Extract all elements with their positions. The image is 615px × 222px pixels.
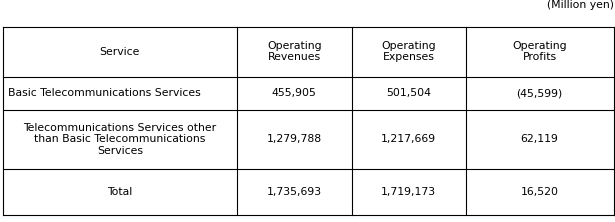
Text: Basic Telecommunications Services: Basic Telecommunications Services [8, 88, 200, 98]
Text: 455,905: 455,905 [272, 88, 317, 98]
Text: Operating
Revenues: Operating Revenues [267, 41, 322, 62]
Text: 1,719,173: 1,719,173 [381, 187, 436, 197]
Text: Service: Service [100, 47, 140, 57]
Text: Operating
Expenses: Operating Expenses [381, 41, 436, 62]
Text: Operating
Profits: Operating Profits [512, 41, 567, 62]
Text: (Million yen): (Million yen) [547, 0, 614, 10]
Text: (45,599): (45,599) [517, 88, 563, 98]
Text: 1,735,693: 1,735,693 [267, 187, 322, 197]
Text: 1,279,788: 1,279,788 [267, 134, 322, 144]
Text: 1,217,669: 1,217,669 [381, 134, 436, 144]
Text: 16,520: 16,520 [521, 187, 558, 197]
Text: Telecommunications Services other
than Basic Telecommunications
Services: Telecommunications Services other than B… [23, 123, 216, 156]
Text: 62,119: 62,119 [521, 134, 558, 144]
Text: Total: Total [107, 187, 133, 197]
Text: 501,504: 501,504 [386, 88, 431, 98]
